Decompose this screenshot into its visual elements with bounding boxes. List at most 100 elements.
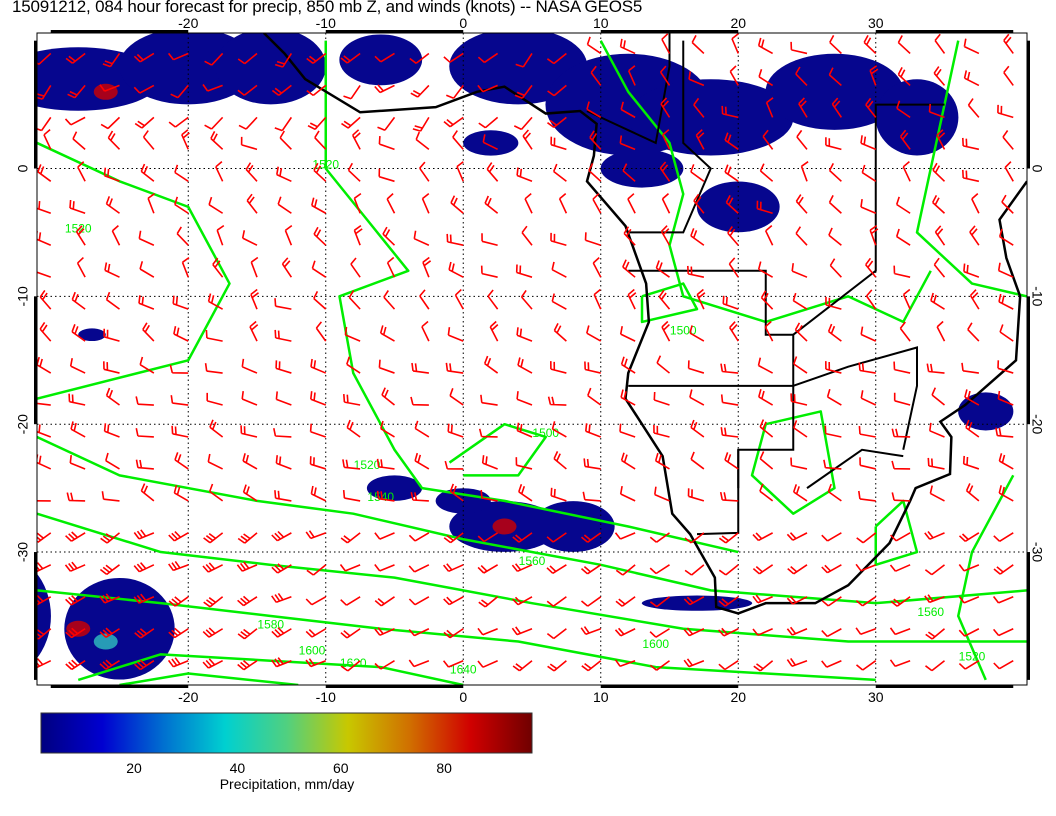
wind-barb [169,364,189,374]
wind-barb [449,483,464,502]
wind-barb [515,457,533,470]
africa-coastline [262,33,1027,615]
wind-barb [786,657,808,667]
height-contour [37,512,1027,643]
wind-barb [271,592,292,604]
wind-barb [103,361,120,374]
wind-barb [374,596,395,607]
wind-barb [39,289,52,310]
wind-barb [792,484,808,502]
wind-barb [683,658,705,668]
wind-barb [105,452,120,470]
wind-barb [615,564,636,576]
wind-barb [926,363,945,374]
wind-barb [65,659,86,671]
wind-barb [353,224,363,246]
lat-tick-label-left: 0 [15,164,31,172]
lon-tick-label-top: 30 [868,15,884,31]
wind-barb [133,562,155,573]
lon-tick-label-bottom: 10 [593,689,609,705]
wind-barb [135,396,154,406]
wind-barb [856,532,877,544]
wind-barb [346,356,361,374]
wind-barb [719,491,739,502]
wind-barb [311,260,327,278]
wind-barb [478,596,499,608]
wind-barb [993,660,1014,670]
wind-barb [353,192,362,214]
wind-barb [102,52,121,68]
wind-barb [615,596,636,607]
wind-barb [551,261,567,278]
lon-tick-label-bottom: 30 [868,689,884,705]
wind-barb [99,564,120,576]
wind-barb [757,261,774,278]
wind-barb [480,394,498,406]
wind-barb [1002,130,1014,150]
wind-barb [821,628,842,638]
contour-label: 1520 [65,221,92,235]
wind-barb [821,532,842,542]
wind-barb [376,490,395,502]
wind-barb [690,419,705,438]
heavy-precip-core [93,83,118,100]
wind-barb [858,362,876,374]
wind-barb [661,193,671,214]
wind-barb [522,129,533,150]
wind-barb [480,489,498,502]
wind-barb [168,116,189,128]
wind-barb [380,420,395,438]
wind-barb [140,163,155,182]
wind-barb [759,451,774,470]
wind-barb [277,196,292,214]
wind-barbs [37,33,1014,672]
wind-barb [684,532,705,544]
wind-barb [891,460,911,470]
wind-barb [412,116,430,132]
wind-barb [135,428,154,438]
wind-barb [619,135,636,151]
wind-barb [855,627,877,636]
wind-barb [786,626,808,636]
wind-barb [306,52,327,64]
wind-barb [969,225,980,246]
wind-barb [450,195,464,214]
wind-barb [309,423,327,438]
wind-barb [343,394,361,406]
contour-label: 1640 [450,662,477,676]
wind-barb [103,423,120,438]
wind-barb [408,659,430,668]
heavy-precip-core [93,633,118,650]
border-bar [1027,40,1030,169]
wind-barb [829,35,842,55]
contour-label: 1520 [354,458,381,472]
wind-barb [718,564,739,576]
wind-barb [863,35,877,55]
wind-barb [828,163,842,182]
wind-barb [342,490,361,502]
wind-barb [855,596,877,607]
wind-barb [487,289,499,310]
wind-barb [721,105,739,119]
lon-tick-label-top: 20 [730,15,746,31]
wind-barb [965,419,980,438]
wind-barb [511,563,533,573]
wind-barb [764,320,774,342]
height-contour [448,422,547,477]
wind-barb [620,101,636,119]
lon-tick-label-bottom: 0 [459,689,467,705]
wind-barb [374,564,395,572]
wind-barb [963,263,980,278]
wind-barb [65,595,86,606]
precip-area [600,149,684,188]
wind-barb [581,660,602,672]
wind-barb [170,84,189,99]
lon-tick-label-top: 0 [459,15,467,31]
wind-barb [274,53,293,68]
wind-barb [142,130,155,150]
wind-barb [825,137,842,151]
wind-barb [902,288,911,310]
wind-barb [931,387,946,406]
wind-barb [311,197,327,214]
